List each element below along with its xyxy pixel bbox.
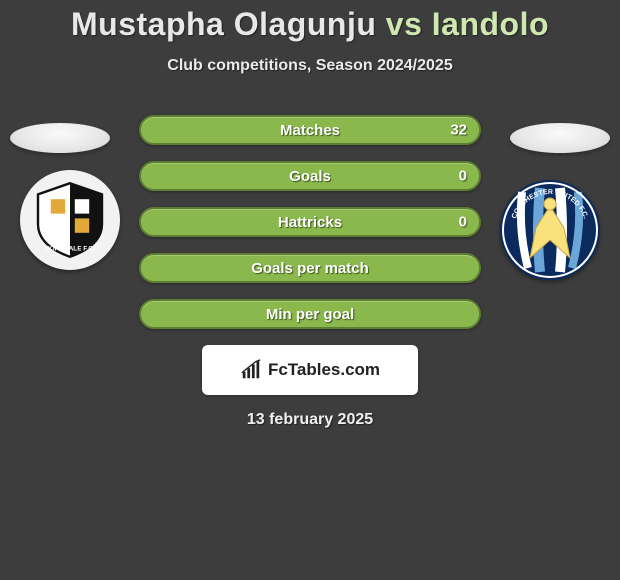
- player2-avatar-placeholder: [510, 123, 610, 153]
- stat-label: Goals: [289, 168, 331, 185]
- widget-root: Mustapha Olagunju vs Iandolo Club compet…: [0, 0, 620, 580]
- stat-label: Matches: [280, 122, 340, 139]
- stat-right-value: 32: [450, 122, 467, 139]
- vs-text: vs: [386, 6, 423, 42]
- stat-right-value: 0: [459, 168, 467, 185]
- player1-avatar-placeholder: [10, 123, 110, 153]
- port-vale-crest-icon: PORT VALE F.C.: [30, 180, 110, 260]
- stats-table: Matches 32 Goals 0 Hattricks 0 Goals per…: [139, 115, 481, 329]
- branding-text: FcTables.com: [268, 360, 380, 380]
- stat-label: Goals per match: [251, 260, 369, 277]
- team2-badge: COLCHESTER UNITED F.C.: [500, 180, 600, 280]
- stat-row: Min per goal: [139, 299, 481, 329]
- branding-link[interactable]: FcTables.com: [202, 345, 418, 395]
- stat-label: Hattricks: [278, 214, 342, 231]
- stat-right-value: 0: [459, 214, 467, 231]
- colchester-crest-icon: COLCHESTER UNITED F.C.: [500, 180, 600, 280]
- bar-chart-icon: [240, 359, 262, 381]
- stat-row: Goals per match: [139, 253, 481, 283]
- team1-badge: PORT VALE F.C.: [20, 170, 120, 270]
- player2-name: Iandolo: [432, 6, 549, 42]
- player1-name: Mustapha Olagunju: [71, 6, 376, 42]
- page-title: Mustapha Olagunju vs Iandolo: [0, 6, 620, 43]
- stat-label: Min per goal: [266, 306, 354, 323]
- footer-date: 13 february 2025: [0, 411, 620, 429]
- stat-row: Hattricks 0: [139, 207, 481, 237]
- stat-row: Goals 0: [139, 161, 481, 191]
- subtitle: Club competitions, Season 2024/2025: [0, 57, 620, 75]
- svg-text:PORT VALE F.C.: PORT VALE F.C.: [45, 245, 94, 252]
- stat-row: Matches 32: [139, 115, 481, 145]
